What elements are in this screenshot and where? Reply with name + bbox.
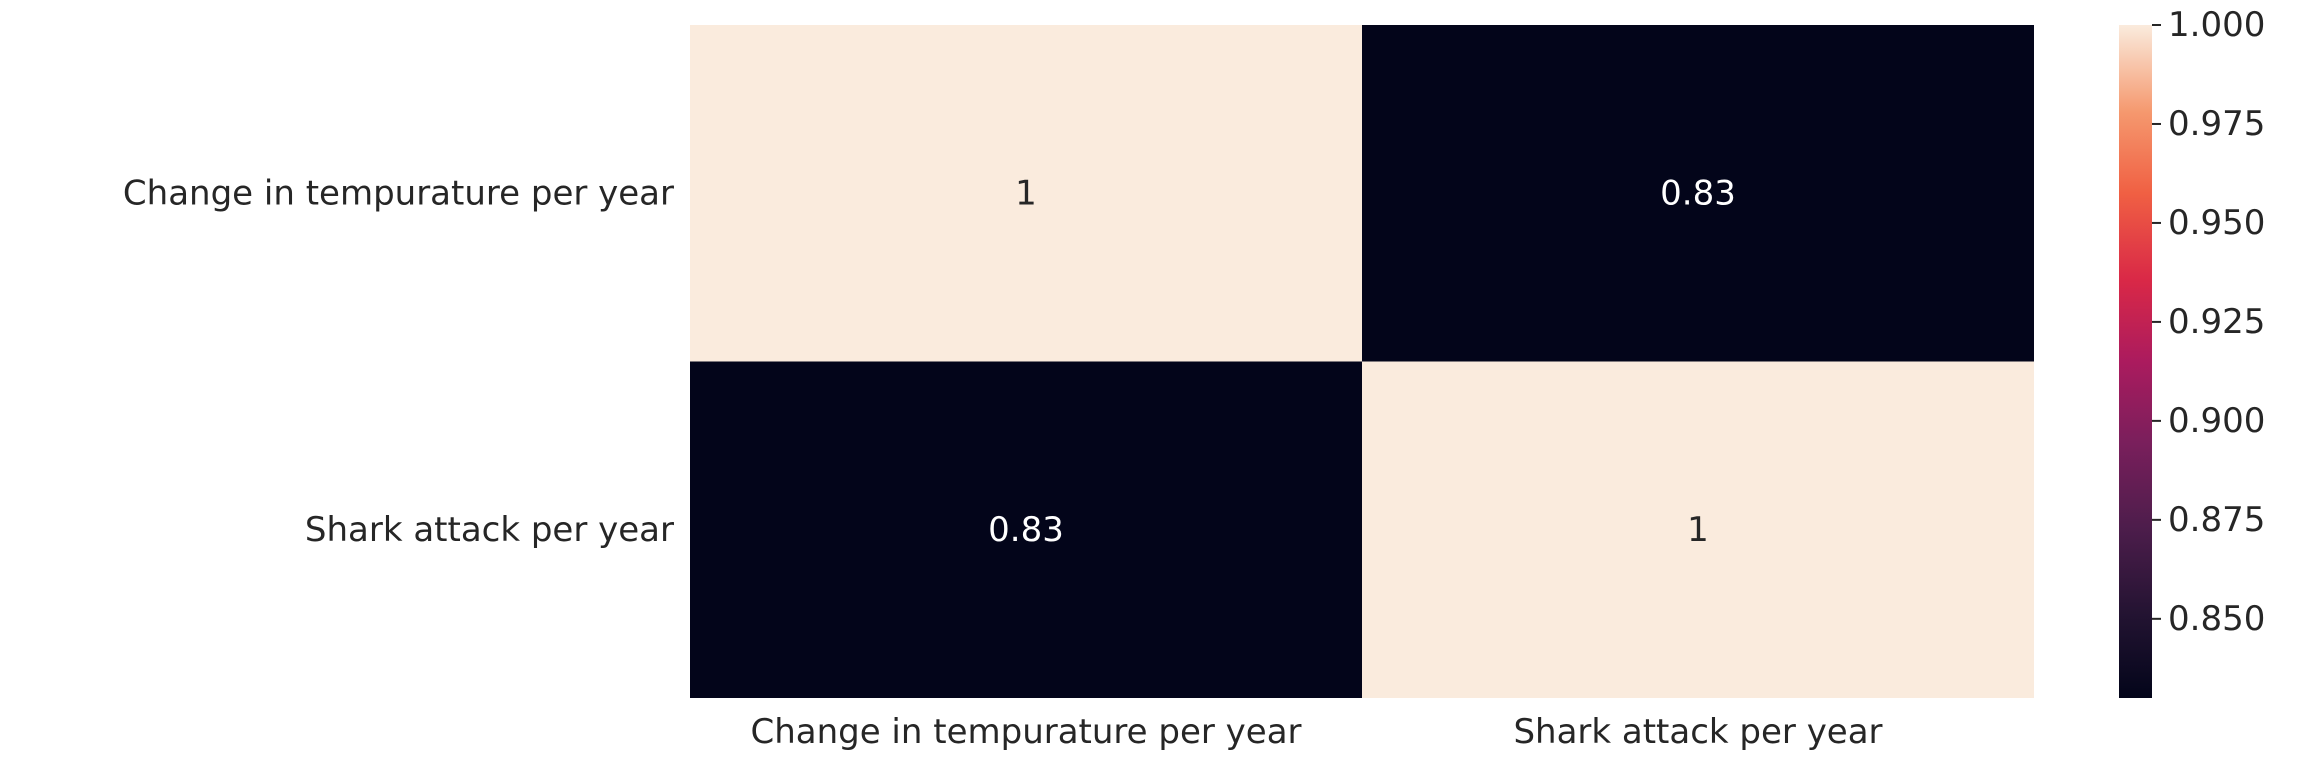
colorbar-tick-label-2: 0.900 [2168,401,2265,441]
cell-annotation-1-0: 0.83 [988,510,1064,550]
colorbar-tick-label-1: 0.875 [2168,500,2265,540]
heatmap-cell-1-0 [690,361,1362,698]
heatmap-cells [690,25,2034,698]
colorbar-tick-label-3: 0.925 [2168,302,2265,342]
colorbar-tick-label-6: 1.000 [2168,5,2265,45]
colorbar-gradient [2119,25,2152,698]
heatmap-cell-0-0 [690,25,1362,362]
x-tick-labels: Change in tempurature per year Shark atta… [750,712,1882,752]
y-tick-label-0: Change in tempurature per year [123,173,674,213]
cell-annotation-0-0: 1 [1015,173,1037,213]
colorbar-tick-label-5: 0.975 [2168,104,2265,144]
cell-annotation-0-1: 0.83 [1660,173,1736,213]
y-tick-label-1: Shark attack per year [305,510,674,550]
x-tick-label-1: Shark attack per year [1513,712,1882,752]
colorbar: 0.850 0.875 0.900 0.925 0.950 0.975 1.000 [2119,5,2265,698]
heatmap-cell-0-1 [1362,25,2034,362]
heatmap-annotations: 1 0.83 0.83 1 [988,173,1736,550]
colorbar-tick-label-0: 0.850 [2168,599,2265,639]
cell-annotation-1-1: 1 [1687,510,1709,550]
y-tick-labels: Change in tempurature per year Shark atta… [123,173,674,550]
heatmap-cell-1-1 [1362,361,2034,698]
colorbar-tick-label-4: 0.950 [2168,203,2265,243]
x-tick-label-0: Change in tempurature per year [750,712,1301,752]
